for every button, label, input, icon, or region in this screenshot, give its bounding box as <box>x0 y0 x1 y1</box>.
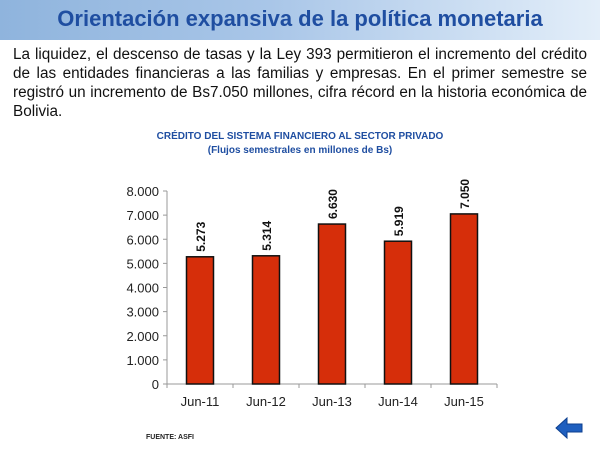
data-label: 5.314 <box>260 220 274 250</box>
x-tick-label: Jun-15 <box>444 394 484 409</box>
y-tick-label: 1.000 <box>126 353 159 368</box>
y-tick-label: 8.000 <box>126 184 159 199</box>
bar-jun-14 <box>383 240 413 385</box>
source-note: FUENTE: ASFI <box>146 434 194 441</box>
y-tick-label: 0 <box>152 377 159 392</box>
x-tick-label: Jun-14 <box>378 394 418 409</box>
y-tick-label: 2.000 <box>126 329 159 344</box>
left-arrow-icon[interactable] <box>555 416 583 440</box>
bar-jun-15 <box>449 213 479 385</box>
bar-jun-11 <box>185 256 215 385</box>
data-label: 6.630 <box>326 189 340 219</box>
y-tick-label: 6.000 <box>126 232 159 247</box>
description-paragraph: La liquidez, el descenso de tasas y la L… <box>13 46 587 120</box>
page-title: Orientación expansiva de la política mon… <box>57 6 543 31</box>
y-tick-label: 3.000 <box>126 305 159 320</box>
x-tick-label: Jun-12 <box>246 394 286 409</box>
data-label: 5.919 <box>392 206 406 236</box>
y-tick-label: 5.000 <box>126 256 159 271</box>
data-label: 7.050 <box>458 179 472 209</box>
x-tick-label: Jun-13 <box>312 394 352 409</box>
data-label: 5.273 <box>194 221 208 251</box>
header-bar: Orientación expansiva de la política mon… <box>0 0 600 40</box>
y-tick-label: 4.000 <box>126 281 159 296</box>
y-tick-label: 7.000 <box>126 208 159 223</box>
bar-jun-13 <box>317 223 347 385</box>
chart-title: CRÉDITO DEL SISTEMA FINANCIERO AL SECTOR… <box>156 131 444 142</box>
x-tick-label: Jun-11 <box>181 394 220 409</box>
chart-subtitle: (Flujos semestrales en millones de Bs) <box>207 145 393 156</box>
bar-jun-12 <box>251 255 281 385</box>
